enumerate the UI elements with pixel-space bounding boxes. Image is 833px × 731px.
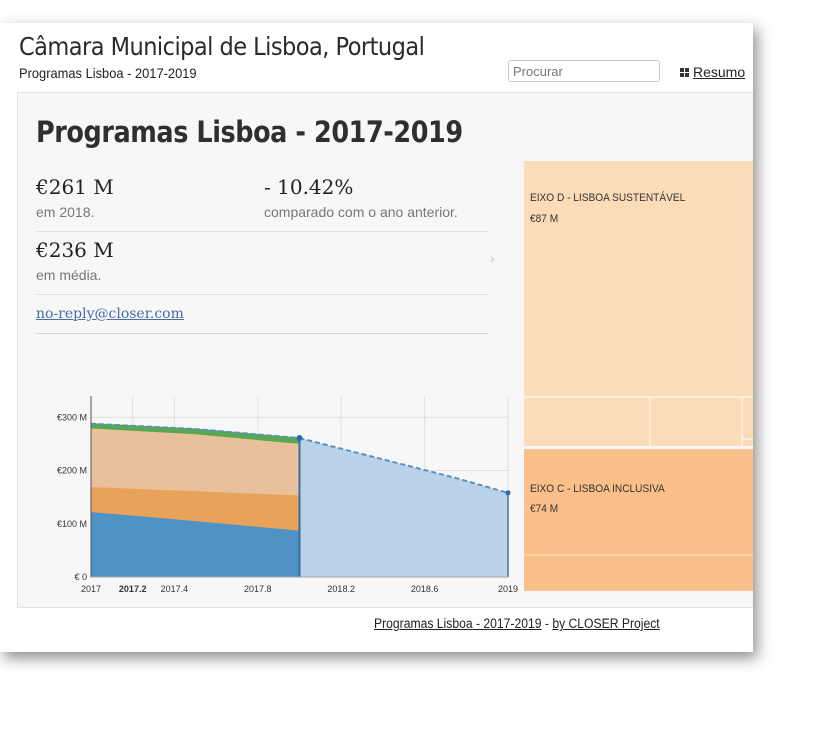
x-tick-label: 2017.4: [161, 584, 189, 594]
footer: Programas Lisboa - 2017-2019 - by CLOSER…: [374, 616, 660, 631]
page-title: Programas Lisboa - 2017-2019: [36, 115, 463, 149]
divider: [36, 333, 488, 334]
search-input[interactable]: [508, 60, 660, 82]
y-tick-label: €300 M: [57, 412, 87, 422]
site-title: Câmara Municipal de Lisboa, Portugal: [19, 32, 425, 61]
projection-line: [299, 437, 509, 494]
change-value: - 10.42%: [264, 175, 354, 199]
x-tick-label: 2017.8: [244, 584, 272, 594]
x-tick-label: 2017.2: [119, 584, 147, 594]
end-point: [505, 490, 511, 496]
email-link[interactable]: no-reply@closer.com: [36, 306, 184, 322]
x-tick-label: 2017: [81, 584, 101, 594]
grid-icon: [680, 67, 689, 77]
x-tick-label: 2019: [498, 584, 518, 594]
footer-link-closer[interactable]: by CLOSER Project: [552, 616, 660, 631]
footer-link-programas[interactable]: Programas Lisboa - 2017-2019: [374, 616, 542, 631]
treemap-cell-eixo-c[interactable]: [524, 449, 753, 591]
change-label: comparado com o ano anterior.: [264, 204, 458, 220]
site-subtitle: Programas Lisboa - 2017-2019: [19, 65, 197, 81]
x-tick-label: 2018.2: [327, 584, 355, 594]
treemap-value-eixo-c: €74 M: [530, 503, 559, 515]
total-line: [90, 422, 300, 440]
average-value: €236 M: [36, 238, 114, 262]
y-tick-label: € 0: [74, 572, 87, 582]
app-window: Câmara Municipal de Lisboa, Portugal Pro…: [0, 23, 753, 652]
footer-separator: -: [541, 616, 553, 631]
treemap-label-eixo-c: EIXO C - LISBOA INCLUSIVA: [530, 483, 665, 495]
x-tick-label: 2018.6: [411, 584, 439, 594]
divider: [36, 231, 488, 232]
divider: [36, 294, 488, 295]
total-label: em 2018.: [36, 204, 95, 220]
projection-area: [299, 438, 508, 577]
chevron-right-icon[interactable]: ›: [490, 250, 495, 266]
y-tick-label: €200 M: [57, 466, 87, 476]
main-panel: Programas Lisboa - 2017-2019 €261 M em 2…: [17, 92, 753, 608]
resumo-label: Resumo: [693, 64, 746, 80]
y-tick-label: €100 M: [57, 519, 87, 529]
current-point: [296, 435, 303, 442]
area-chart: € 0 €100 M €200 M €300 M 2017 2017.2 2017.4 201…: [57, 396, 518, 594]
treemap-value-eixo-d: €87 M: [530, 213, 559, 225]
treemap-label-eixo-d: EIXO D - LISBOA SUSTENTÁVEL: [530, 192, 686, 204]
treemap-cell-eixo-d[interactable]: [524, 161, 753, 446]
average-label: em média.: [36, 267, 102, 283]
total-value: €261 M: [36, 175, 114, 199]
treemap: [524, 161, 753, 591]
resumo-link[interactable]: Resumo: [680, 64, 745, 80]
